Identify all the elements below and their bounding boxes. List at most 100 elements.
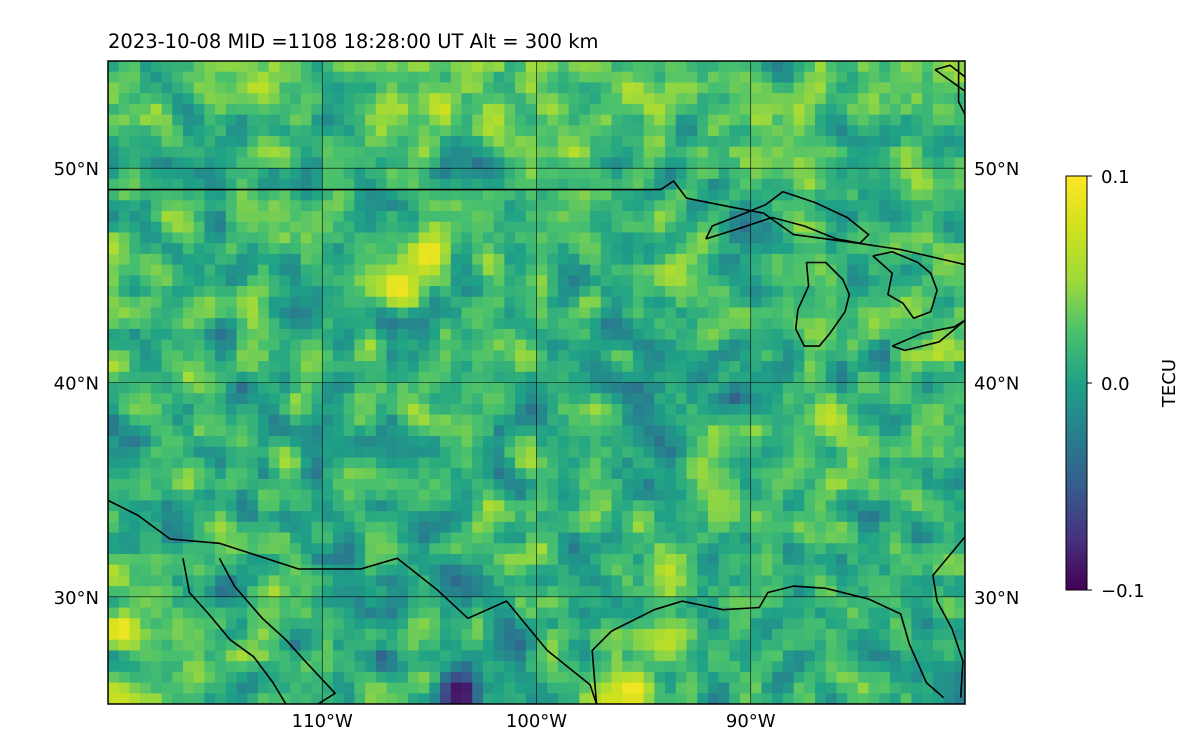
heatmap-cell [279, 628, 291, 641]
heatmap-cell [493, 103, 505, 116]
heatmap-cell [675, 361, 688, 373]
heatmap-cell [750, 478, 763, 491]
heatmap-cell [311, 457, 323, 469]
heatmap-cell [954, 371, 965, 384]
heatmap-cell [675, 478, 688, 491]
heatmap-cell [268, 436, 280, 448]
heatmap-cell [750, 253, 763, 266]
heatmap-cell [750, 382, 763, 394]
heatmap-cell [922, 682, 934, 694]
heatmap-cell [750, 211, 763, 223]
heatmap-cell [847, 136, 859, 148]
heatmap-cell [579, 328, 591, 341]
heatmap-cell [279, 296, 291, 309]
heatmap-cell [279, 436, 291, 448]
heatmap-cell [686, 232, 698, 244]
heatmap-cell [890, 468, 902, 480]
heatmap-cell [868, 350, 880, 362]
heatmap-cell [847, 339, 859, 351]
heatmap-cell [429, 532, 441, 544]
heatmap-cell [547, 361, 559, 373]
heatmap-cell [386, 103, 398, 116]
heatmap-cell [172, 146, 184, 159]
heatmap-cell [300, 168, 313, 180]
heatmap-cell [225, 371, 238, 384]
heatmap-cell [643, 618, 655, 630]
heatmap-cell [675, 178, 688, 191]
heatmap-cell [761, 650, 773, 662]
heatmap-cell [643, 586, 655, 598]
heatmap-cell [654, 264, 666, 276]
heatmap-cell [407, 596, 420, 609]
heatmap-cell [547, 82, 559, 94]
heatmap-cell [257, 457, 270, 469]
heatmap-cell [279, 136, 291, 148]
heatmap-cell [354, 361, 366, 373]
heatmap-cell [611, 500, 623, 512]
heatmap-cell [450, 521, 463, 534]
heatmap-cell [108, 382, 120, 394]
heatmap-cell [322, 575, 334, 587]
heatmap-cell [954, 500, 965, 512]
heatmap-cell [172, 350, 184, 362]
heatmap-cell [557, 146, 570, 159]
heatmap-cell [879, 136, 891, 148]
heatmap-cell [643, 61, 655, 73]
heatmap-cell [407, 61, 420, 73]
heatmap-cell [172, 211, 184, 223]
heatmap-cell [654, 361, 666, 373]
heatmap-cell [622, 393, 634, 405]
heatmap-cell [761, 296, 773, 309]
heatmap-cell [793, 232, 805, 244]
heatmap-cell [547, 628, 559, 641]
heatmap-cell [257, 296, 270, 309]
heatmap-cell [675, 157, 688, 169]
heatmap-cell [568, 361, 580, 373]
heatmap-cell [643, 146, 655, 159]
heatmap-cell [322, 189, 334, 201]
heatmap-cell [686, 382, 698, 394]
heatmap-cell [375, 114, 388, 126]
heatmap-cell [118, 157, 131, 169]
heatmap-cell [268, 500, 280, 512]
heatmap-cell [954, 393, 965, 405]
heatmap-cell [857, 146, 870, 159]
heatmap-cell [868, 189, 880, 201]
heatmap-cell [643, 328, 655, 341]
heatmap-cell [354, 596, 366, 609]
heatmap-cell [225, 650, 238, 662]
heatmap-cell [772, 146, 784, 159]
heatmap-cell [108, 221, 120, 234]
heatmap-cell [450, 307, 463, 319]
heatmap-cell [182, 693, 195, 704]
heatmap-cell [847, 425, 859, 437]
heatmap-cell [590, 328, 602, 341]
heatmap-cell [450, 168, 463, 180]
heatmap-cell [407, 221, 420, 234]
heatmap-cell [804, 318, 816, 330]
heatmap-cell [365, 661, 377, 673]
heatmap-cell [482, 232, 495, 244]
heatmap-cell [300, 478, 313, 491]
heatmap-cell [890, 371, 902, 384]
heatmap-cell [590, 436, 602, 448]
heatmap-cell [900, 339, 913, 351]
heatmap-cell [600, 264, 613, 276]
heatmap-cell [879, 253, 891, 266]
heatmap-cell [932, 489, 945, 501]
heatmap-cell [193, 264, 206, 276]
heatmap-cell [932, 436, 945, 448]
heatmap-cell [632, 575, 645, 587]
heatmap-cell [536, 307, 548, 319]
heatmap-cell [172, 264, 184, 276]
heatmap-cell [311, 543, 323, 555]
heatmap-cell [257, 93, 270, 105]
heatmap-cell [418, 125, 430, 137]
heatmap-cell [482, 125, 495, 137]
heatmap-cell [654, 200, 666, 212]
heatmap-cell [193, 489, 206, 501]
heatmap-cell [108, 661, 120, 673]
heatmap-cell [750, 71, 763, 84]
heatmap-cell [600, 93, 613, 105]
heatmap-cell [225, 661, 238, 673]
